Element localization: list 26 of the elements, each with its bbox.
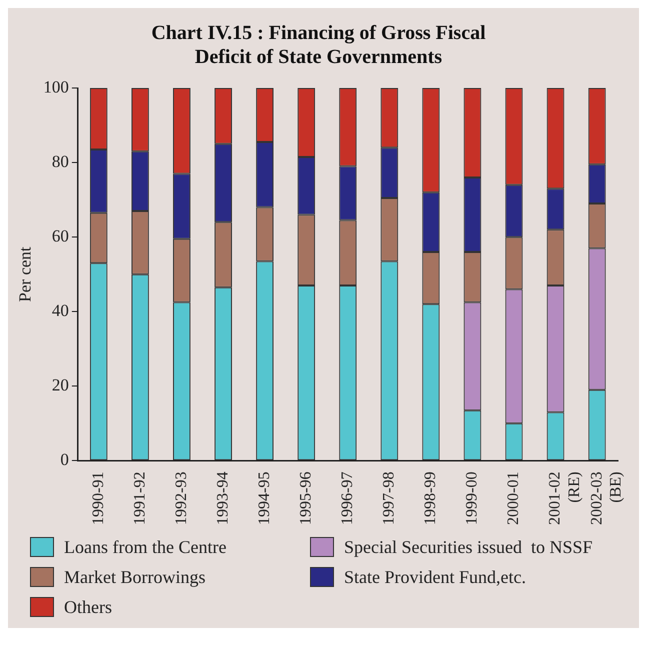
x-tick-label: 1991-92 (131, 472, 148, 525)
y-tick-label: 0 (60, 450, 69, 470)
x-tick-label: 1999-00 (464, 472, 481, 525)
legend-label: Others (64, 596, 112, 618)
y-tick-label: 20 (52, 376, 69, 395)
chart-title: Chart IV.15 : Financing of Gross Fiscal Deficit of State Governments (151, 22, 486, 68)
y-axis-title: Per cent (16, 246, 35, 302)
x-tick-label: 1996-97 (339, 472, 356, 525)
y-tick-label: 100 (43, 77, 69, 96)
x-tick-label: 1995-96 (298, 472, 315, 525)
x-tick-label: 1993-94 (214, 472, 232, 525)
x-tick-label: 1998-99 (422, 472, 440, 525)
x-tick-label: 1994-95 (256, 472, 273, 525)
x-tick-label: 2000-01 (505, 472, 522, 525)
y-tick-label: 40 (52, 301, 69, 320)
x-tick-label: 1992-93 (172, 472, 190, 525)
legend-label: Special Securities issued to NSSF (344, 536, 592, 558)
y-tick-label: 80 (52, 152, 69, 172)
x-tick-label: 2002-03 (BE) (588, 472, 624, 525)
legend-label: State Provident Fund,etc. (344, 566, 526, 588)
legend-label: Loans from the Centre (64, 536, 226, 558)
x-tick-label: 1997-98 (380, 472, 398, 525)
y-tick-label: 60 (52, 226, 69, 246)
x-tick-label: 1990-91 (90, 472, 107, 525)
x-tick-label: 2001-02 (RE) (546, 472, 583, 525)
legend-label: Market Borrowings (64, 566, 206, 588)
